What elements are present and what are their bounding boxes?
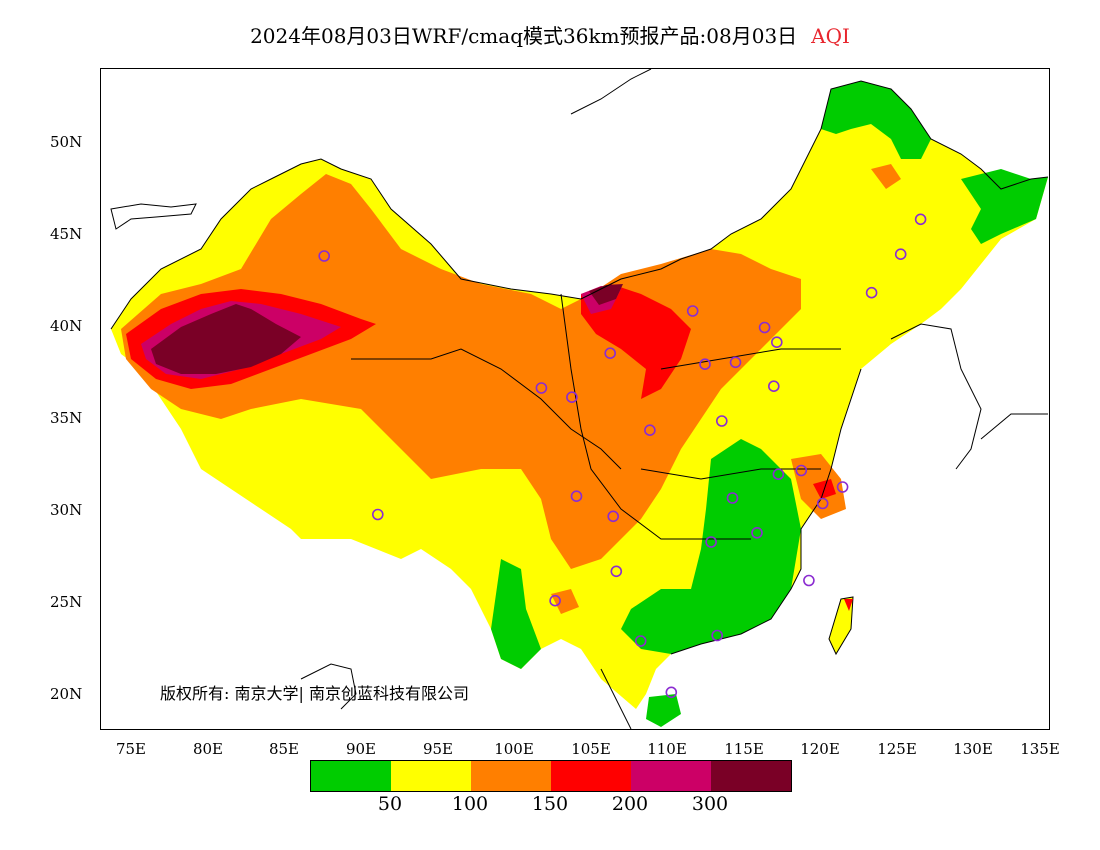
station-marker — [729, 356, 742, 369]
station-marker — [795, 464, 808, 477]
station-marker — [570, 490, 583, 503]
station-marker — [705, 536, 717, 548]
station-marker — [914, 213, 927, 226]
station-marker — [715, 415, 728, 427]
station-markers — [318, 213, 927, 699]
station-marker — [644, 424, 656, 437]
province-boundary — [660, 348, 841, 370]
station-marker — [758, 321, 771, 334]
coastline — [980, 413, 1048, 440]
station-marker — [610, 565, 623, 578]
aqi-level-maroon — [589, 284, 623, 305]
title-metric: AQI — [811, 24, 850, 48]
station-marker — [535, 382, 548, 394]
coastline — [110, 203, 197, 230]
x-tick-label: 85E — [268, 740, 300, 758]
aqi-level-green — [961, 169, 1048, 244]
x-tick-label: 75E — [115, 740, 147, 758]
aqi-level-green — [821, 81, 931, 159]
coastline — [570, 69, 652, 115]
station-marker — [770, 336, 783, 349]
aqi-level-red — [581, 284, 691, 399]
x-tick-label: 110E — [647, 740, 687, 758]
station-marker — [634, 635, 647, 647]
aqi-fill-layers — [111, 81, 1048, 727]
y-tick-label: 35N — [50, 409, 83, 427]
x-tick-label: 80E — [192, 740, 224, 758]
map-frame — [100, 68, 1050, 730]
color-legend — [310, 760, 792, 792]
legend-swatch-red — [551, 761, 631, 791]
title-text: 2024年08月03日WRF/cmaq模式36km预报产品:08月03日 — [250, 24, 798, 48]
station-marker — [699, 358, 711, 371]
map-title: 2024年08月03日WRF/cmaq模式36km预报产品:08月03日 AQI — [0, 20, 1100, 49]
station-marker — [803, 574, 815, 587]
station-marker — [751, 526, 763, 539]
y-tick-label: 30N — [50, 501, 83, 519]
x-tick-label: 115E — [724, 740, 764, 758]
station-marker — [318, 250, 330, 262]
legend-swatch-green — [311, 761, 391, 791]
aqi-level-orange — [871, 164, 901, 189]
station-marker — [772, 468, 785, 481]
station-marker — [726, 492, 739, 504]
taiwan-pollution-spot — [844, 599, 853, 611]
legend-label: 150 — [531, 793, 569, 815]
legend-swatch-magenta — [631, 761, 711, 791]
legend-swatch-orange — [471, 761, 551, 791]
coastline — [890, 323, 982, 470]
province-boundary — [351, 348, 622, 470]
aqi-map — [110, 69, 1049, 729]
y-tick-label: 50N — [50, 133, 83, 151]
coastline — [600, 668, 632, 729]
station-marker — [686, 305, 699, 317]
legend-label: 200 — [611, 793, 649, 815]
y-tick-label: 40N — [50, 317, 83, 335]
y-tick-label: 25N — [50, 593, 83, 611]
aqi-level-green — [491, 559, 541, 669]
x-tick-label: 125E — [877, 740, 917, 758]
x-tick-label: 105E — [571, 740, 611, 758]
taiwan-island — [828, 596, 854, 656]
coastline-and-boundaries — [110, 69, 1049, 729]
legend-label: 300 — [691, 793, 729, 815]
station-marker — [816, 497, 829, 510]
station-marker — [836, 481, 849, 493]
station-marker — [767, 380, 780, 393]
coastline — [300, 663, 357, 710]
legend-label: 100 — [451, 793, 489, 815]
aqi-level-maroon — [151, 304, 301, 374]
station-marker — [865, 286, 878, 299]
station-marker — [665, 686, 678, 699]
station-marker — [371, 508, 384, 521]
legend-swatch-maroon — [711, 761, 791, 791]
legend-swatch-yellow — [391, 761, 471, 791]
x-tick-label: 130E — [953, 740, 993, 758]
aqi-level-orange — [551, 589, 579, 614]
province-boundary — [560, 293, 751, 540]
x-tick-label: 100E — [494, 740, 534, 758]
station-marker — [894, 248, 907, 260]
coastline — [670, 368, 862, 655]
y-tick-label: 45N — [50, 225, 83, 243]
x-tick-label: 90E — [345, 740, 377, 758]
x-tick-label: 135E — [1020, 740, 1060, 758]
aqi-level-green — [646, 694, 681, 727]
station-marker — [566, 391, 578, 404]
legend-label: 50 — [377, 793, 403, 815]
station-marker — [607, 510, 620, 523]
station-marker — [711, 629, 724, 642]
aqi-level-orange — [121, 174, 801, 569]
y-tick-label: 20N — [50, 685, 83, 703]
x-tick-label: 120E — [800, 740, 840, 758]
province-boundary — [640, 468, 821, 480]
province-boundary — [110, 80, 1049, 330]
station-marker — [604, 347, 617, 360]
copyright-notice: 版权所有: 南京大学| 南京创蓝科技有限公司 — [160, 684, 469, 703]
x-tick-label: 95E — [422, 740, 454, 758]
station-marker — [549, 594, 561, 607]
